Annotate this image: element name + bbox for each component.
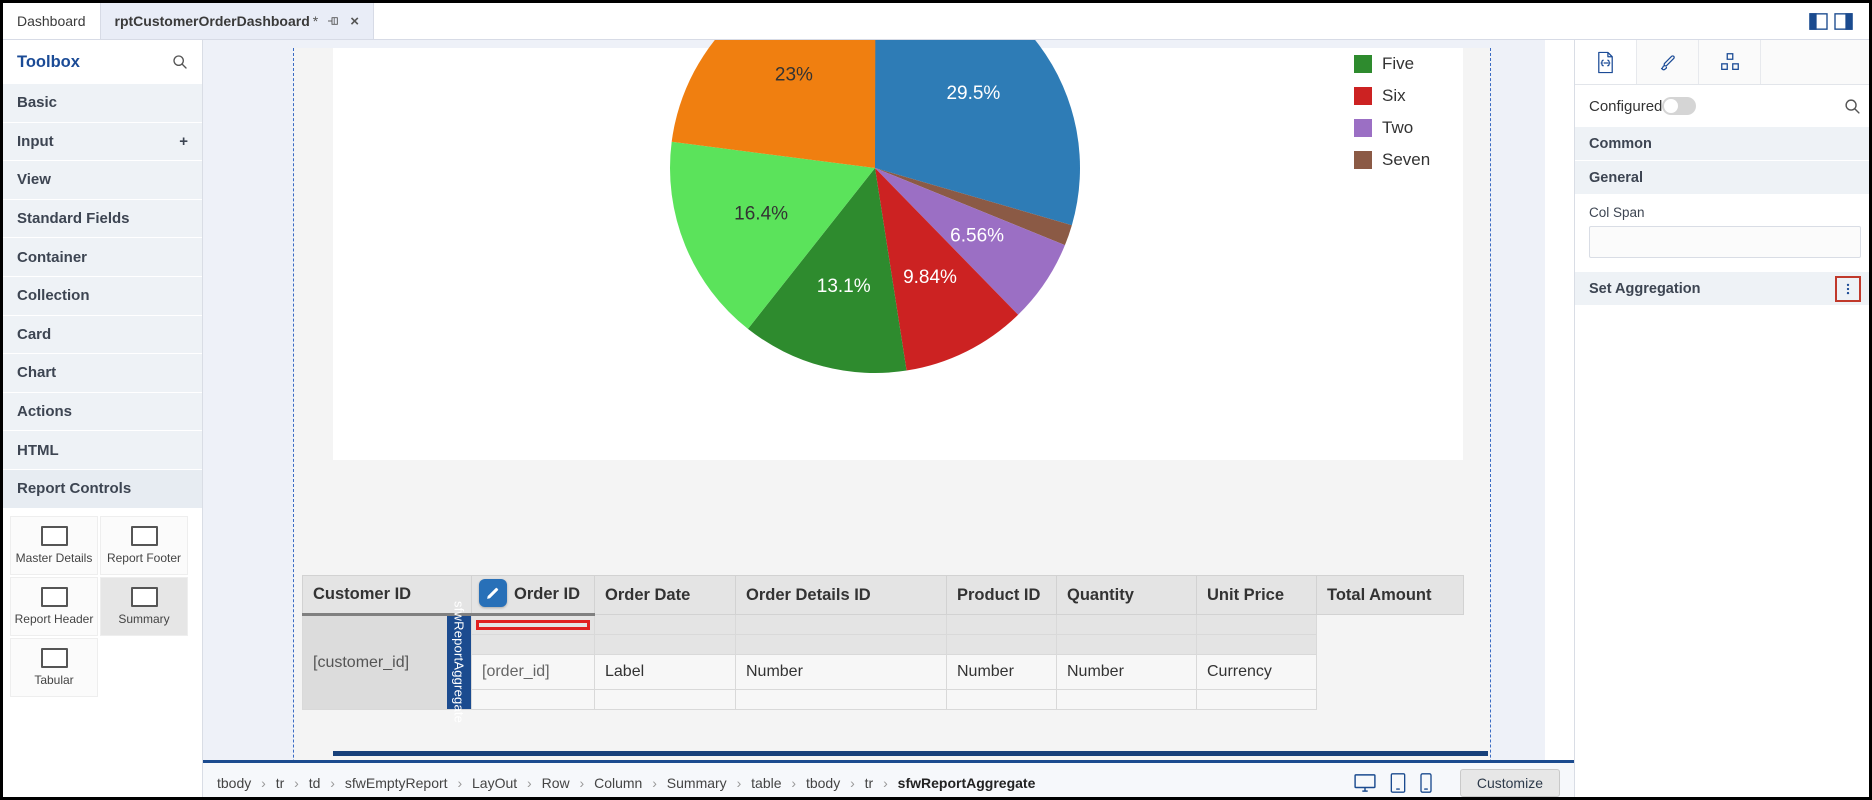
svg-text:9.84%: 9.84% bbox=[903, 267, 957, 288]
svg-text:29.5%: 29.5% bbox=[946, 83, 1000, 104]
svg-text:16.4%: 16.4% bbox=[734, 203, 788, 224]
svg-text:13.1%: 13.1% bbox=[817, 276, 871, 297]
svg-text:6.56%: 6.56% bbox=[950, 226, 1004, 247]
svg-text:23%: 23% bbox=[775, 65, 813, 86]
